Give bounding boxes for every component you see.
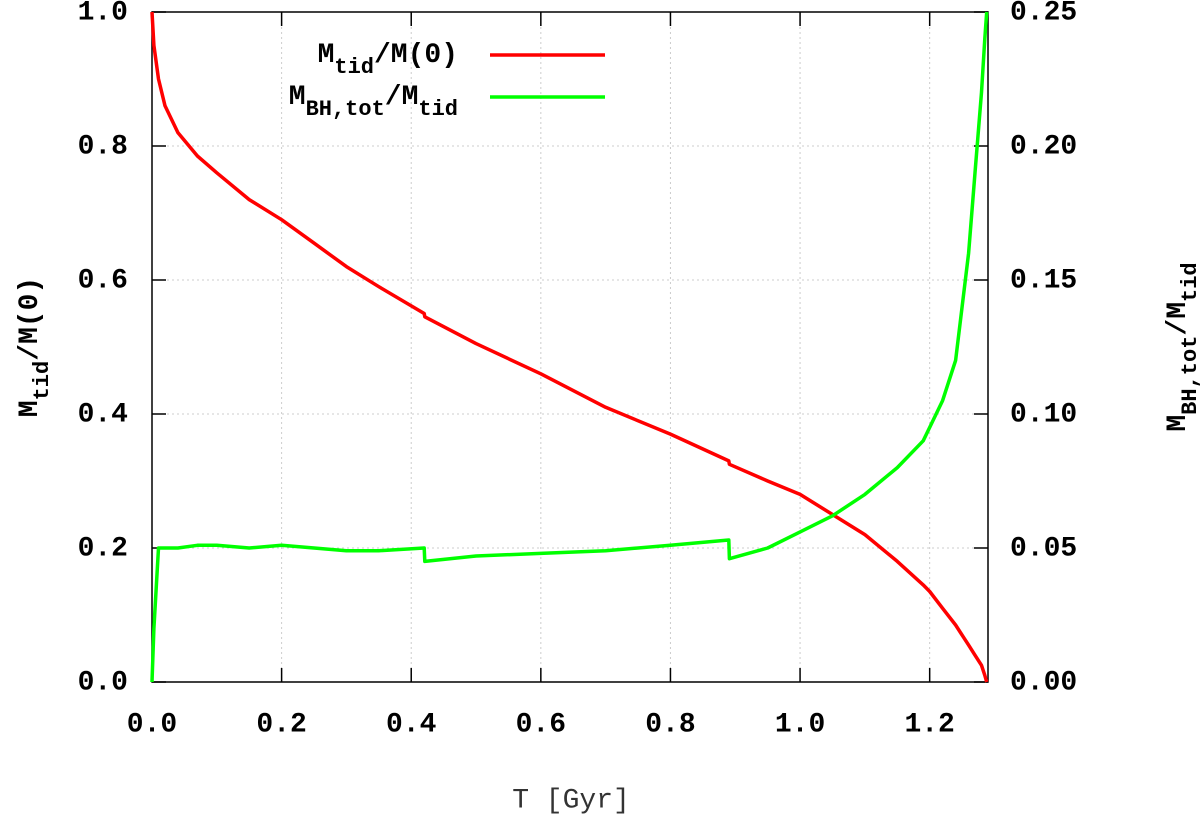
y-axis-label-part: /M(0) [15, 277, 46, 361]
plot-frame [151, 11, 989, 683]
legend-label-part: BH,tot [306, 97, 385, 122]
x-tick-label: 0.2 [256, 709, 306, 740]
y-tick-label: 0.2 [78, 533, 128, 564]
line [150, 11, 989, 683]
y2-tick-label: 0.00 [1010, 667, 1077, 698]
line [150, 11, 989, 683]
x-tick-label: 0.6 [516, 709, 566, 740]
legend-label-part: tid [418, 97, 458, 122]
legend-label-part: M [318, 40, 335, 71]
y2-tick-label: 0.05 [1010, 533, 1077, 564]
legend-label: Mtid/M(0) [318, 40, 458, 80]
y2-axis-label-part: tid [1178, 262, 1200, 302]
y2-tick-label: 0.25 [1010, 0, 1077, 28]
y-tick-label: 0.4 [78, 399, 128, 430]
legend-label-part: /M [385, 82, 419, 113]
y2-tick-label: 0.20 [1010, 131, 1077, 162]
x-tick-label: 0.4 [386, 709, 436, 740]
legend-label: MBH,tot/Mtid [289, 82, 458, 122]
y-tick-label: 1.0 [78, 0, 128, 28]
x-tick-label: 0.0 [127, 709, 177, 740]
x-axis-label: T [Gyr] [512, 785, 630, 816]
y2-axis-label-part: BH,tot [1178, 336, 1200, 415]
y-axis-label: Mtid/M(0) [15, 277, 55, 417]
legend-label-part: M [289, 82, 306, 113]
legend-label-part: tid [334, 55, 374, 80]
y2-axis-label-part: M [1163, 415, 1194, 432]
legend-label-part: /M(0) [374, 40, 458, 71]
y2-axis-label: MBH,tot/Mtid [1163, 262, 1200, 431]
y-axis-label-part: tid [30, 361, 55, 401]
y-tick-label: 0.8 [78, 131, 128, 162]
y2-axis-label-part: /M [1163, 302, 1194, 336]
y-tick-label: 0.6 [78, 265, 128, 296]
y-axis-label-part: M [15, 400, 46, 417]
x-tick-label: 1.2 [904, 709, 954, 740]
x-tick-label: 0.8 [645, 709, 695, 740]
x-tick-label: 1.0 [775, 709, 825, 740]
y-tick-label: 0.0 [78, 667, 128, 698]
y2-tick-label: 0.10 [1010, 399, 1077, 430]
y2-tick-label: 0.15 [1010, 265, 1077, 296]
